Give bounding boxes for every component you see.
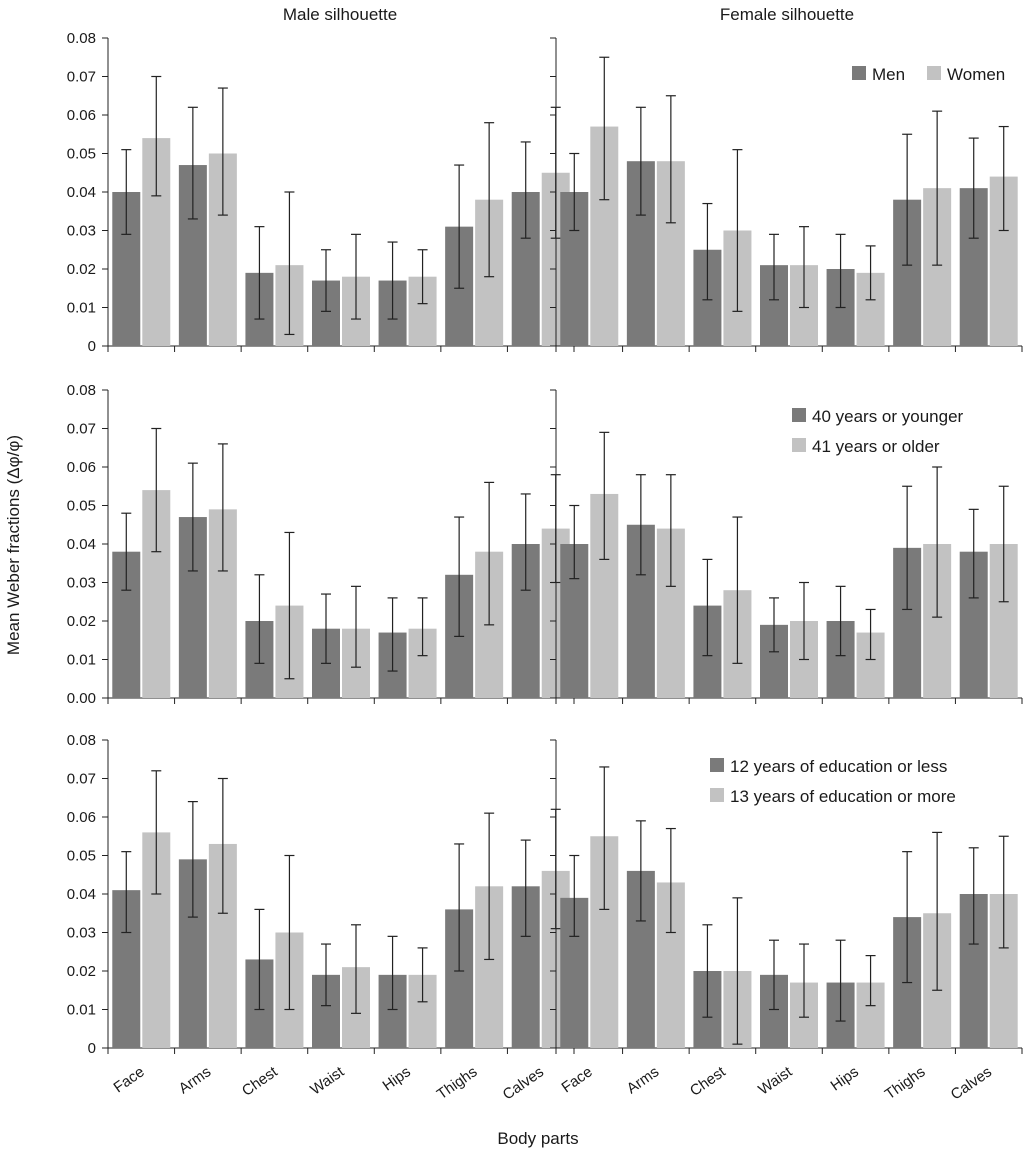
x-tick-label-face: Face (111, 1063, 148, 1096)
x-tick-label-calves: Calves (500, 1063, 547, 1103)
y-tick-label: 0.06 (67, 107, 96, 124)
y-tick-label: 0.04 (67, 536, 96, 553)
legend-label: 41 years or older (812, 437, 940, 456)
x-tick-label-hips: Hips (380, 1063, 414, 1094)
x-tick-label-waist: Waist (307, 1063, 348, 1099)
y-tick-label: 0.03 (67, 575, 96, 592)
chart-panel-1-0: 0.00 0.01 0.02 0.03 0.04 0.05 0.06 0.07 0.08 (67, 382, 575, 707)
x-tick-label-arms: Arms (176, 1063, 214, 1097)
legend-swatch (927, 66, 941, 80)
x-tick-label-arms: Arms (624, 1063, 662, 1097)
chart-panel-1-1: 40 years or younger 41 years or older (550, 389, 1023, 704)
legend-label: 13 years of education or more (730, 787, 956, 806)
y-tick-label: 0.04 (67, 886, 96, 903)
chart-panel-2-1: Face Arms Chest Waist Hips Thighs Calves 12 yea… (550, 739, 1023, 1104)
x-axis-label: Body parts (497, 1129, 578, 1148)
legend-swatch (852, 66, 866, 80)
y-tick-label: 0.07 (67, 771, 96, 788)
y-tick-label: 0.05 (67, 498, 96, 515)
legend-swatch (710, 758, 724, 772)
x-tick-label-hips: Hips (828, 1063, 862, 1094)
chart-panel-0-1: Men Women (550, 37, 1023, 352)
y-tick-label: 0.06 (67, 809, 96, 826)
y-tick-label: 0.05 (67, 848, 96, 865)
legend-swatch (792, 408, 806, 422)
y-tick-label: 0 (88, 1040, 96, 1057)
y-tick-label: 0.07 (67, 69, 96, 86)
legend-label: Women (947, 65, 1005, 84)
y-tick-label: 0.08 (67, 382, 96, 399)
x-tick-label-thighs: Thighs (434, 1063, 481, 1103)
y-axis-label: Mean Weber fractions (Δφ/φ) (4, 435, 23, 655)
y-tick-label: 0.01 (67, 1002, 96, 1019)
chart-panels: 0 0.01 0.02 0.03 0.04 0.05 0.06 0.07 0.08 Men Wome… (67, 30, 1023, 1104)
y-tick-label: 0 (88, 338, 96, 355)
y-tick-label: 0.01 (67, 300, 96, 317)
y-tick-label: 0.03 (67, 925, 96, 942)
y-tick-label: 0.05 (67, 146, 96, 163)
y-tick-label: 0.06 (67, 459, 96, 476)
chart-panel-0-0: 0 0.01 0.02 0.03 0.04 0.05 0.06 0.07 0.08 (67, 30, 575, 355)
y-tick-label: 0.00 (67, 690, 96, 707)
legend-label: 40 years or younger (812, 407, 964, 426)
y-tick-label: 0.08 (67, 732, 96, 749)
x-tick-label-waist: Waist (755, 1063, 796, 1099)
y-tick-label: 0.02 (67, 613, 96, 630)
column-title-female: Female silhouette (720, 5, 854, 24)
y-tick-label: 0.03 (67, 223, 96, 240)
legend-swatch (792, 438, 806, 452)
legend-label: Men (872, 65, 905, 84)
legend-label: 12 years of education or less (730, 757, 947, 776)
y-tick-label: 0.07 (67, 421, 96, 438)
x-tick-label-chest: Chest (687, 1063, 730, 1100)
y-tick-label: 0.01 (67, 652, 96, 669)
x-tick-label-chest: Chest (239, 1063, 282, 1100)
y-tick-label: 0.04 (67, 184, 96, 201)
legend-swatch (710, 788, 724, 802)
y-tick-label: 0.08 (67, 30, 96, 47)
column-title-male: Male silhouette (283, 5, 397, 24)
y-tick-label: 0.02 (67, 963, 96, 980)
chart-panel-2-0: 0 0.01 0.02 0.03 0.04 0.05 0.06 0.07 0.08 Face Arm… (67, 732, 575, 1104)
x-tick-label-thighs: Thighs (882, 1063, 929, 1103)
y-tick-label: 0.02 (67, 261, 96, 278)
x-tick-label-calves: Calves (948, 1063, 995, 1103)
x-tick-label-face: Face (559, 1063, 596, 1096)
